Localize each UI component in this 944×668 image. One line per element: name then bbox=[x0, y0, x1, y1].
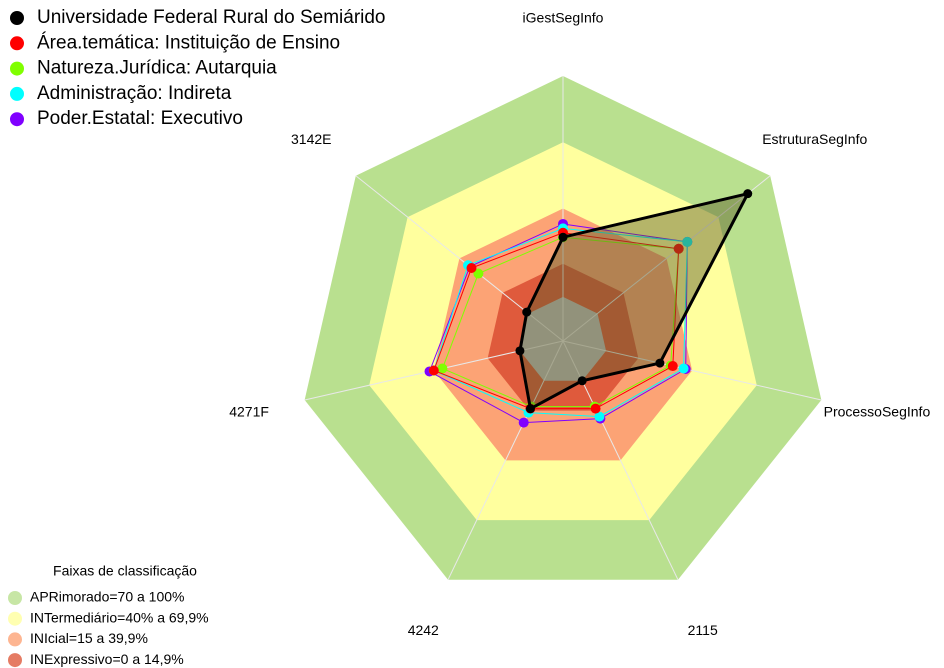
legend-marker bbox=[10, 112, 24, 127]
axis-label: 4271F bbox=[229, 403, 269, 419]
legend-label: Natureza.Jurídica: Autarquia bbox=[37, 58, 277, 79]
bands-legend-marker bbox=[8, 611, 22, 626]
data-point bbox=[428, 365, 439, 376]
legend-label: Área.temática: Instituição de Ensino bbox=[37, 32, 340, 53]
data-point bbox=[673, 243, 684, 254]
data-point bbox=[743, 189, 753, 199]
legend-label: Universidade Federal Rural do Semiárido bbox=[37, 7, 386, 28]
series-line bbox=[518, 191, 751, 411]
bands-legend-marker bbox=[8, 653, 22, 668]
bands-legend-marker bbox=[8, 591, 22, 605]
axis-label: ProcessoSegInfo bbox=[824, 403, 931, 419]
spoke bbox=[447, 340, 564, 580]
series-line bbox=[433, 227, 688, 418]
series-line bbox=[433, 232, 680, 410]
axis-label: iGestSegInfo bbox=[523, 10, 604, 26]
data-point bbox=[667, 361, 678, 372]
spoke bbox=[562, 340, 822, 401]
data-point bbox=[594, 411, 605, 422]
legend-label: Poder.Estatal: Executivo bbox=[37, 108, 243, 129]
legend-marker bbox=[10, 86, 24, 101]
legend-marker bbox=[10, 36, 24, 51]
spoke bbox=[562, 175, 771, 342]
data-point bbox=[558, 232, 568, 242]
data-point bbox=[678, 363, 689, 374]
axis-label: 4242 bbox=[408, 622, 439, 638]
data-point bbox=[682, 236, 693, 247]
legend-marker bbox=[10, 11, 24, 25]
data-point bbox=[525, 404, 535, 414]
bands-legend-label: APRimorado=70 a 100% bbox=[30, 589, 185, 605]
data-point bbox=[515, 346, 525, 356]
axis-label: 2115 bbox=[688, 622, 718, 638]
data-point bbox=[466, 263, 477, 274]
bands-legend-label: INExpressivo=0 a 14,9% bbox=[30, 651, 184, 667]
data-point bbox=[577, 376, 587, 386]
bands-legend-marker bbox=[8, 632, 22, 647]
legend-label: Administração: Indireta bbox=[37, 83, 232, 104]
axis-label: EstruturaSegInfo bbox=[762, 131, 867, 147]
data-point bbox=[655, 358, 665, 368]
bands-legend-label: INIcial=15 a 39,9% bbox=[30, 630, 148, 646]
data-point bbox=[518, 417, 529, 428]
bands-legend-label: INTermediário=40% a 69,9% bbox=[30, 609, 209, 625]
legend-marker bbox=[10, 61, 24, 76]
data-point bbox=[437, 363, 448, 374]
bands-legend-title: Faixas de classificação bbox=[53, 563, 197, 579]
data-point bbox=[473, 268, 484, 279]
data-point bbox=[522, 307, 532, 317]
axis-label: 3142E bbox=[291, 131, 331, 147]
data-point bbox=[590, 403, 601, 414]
